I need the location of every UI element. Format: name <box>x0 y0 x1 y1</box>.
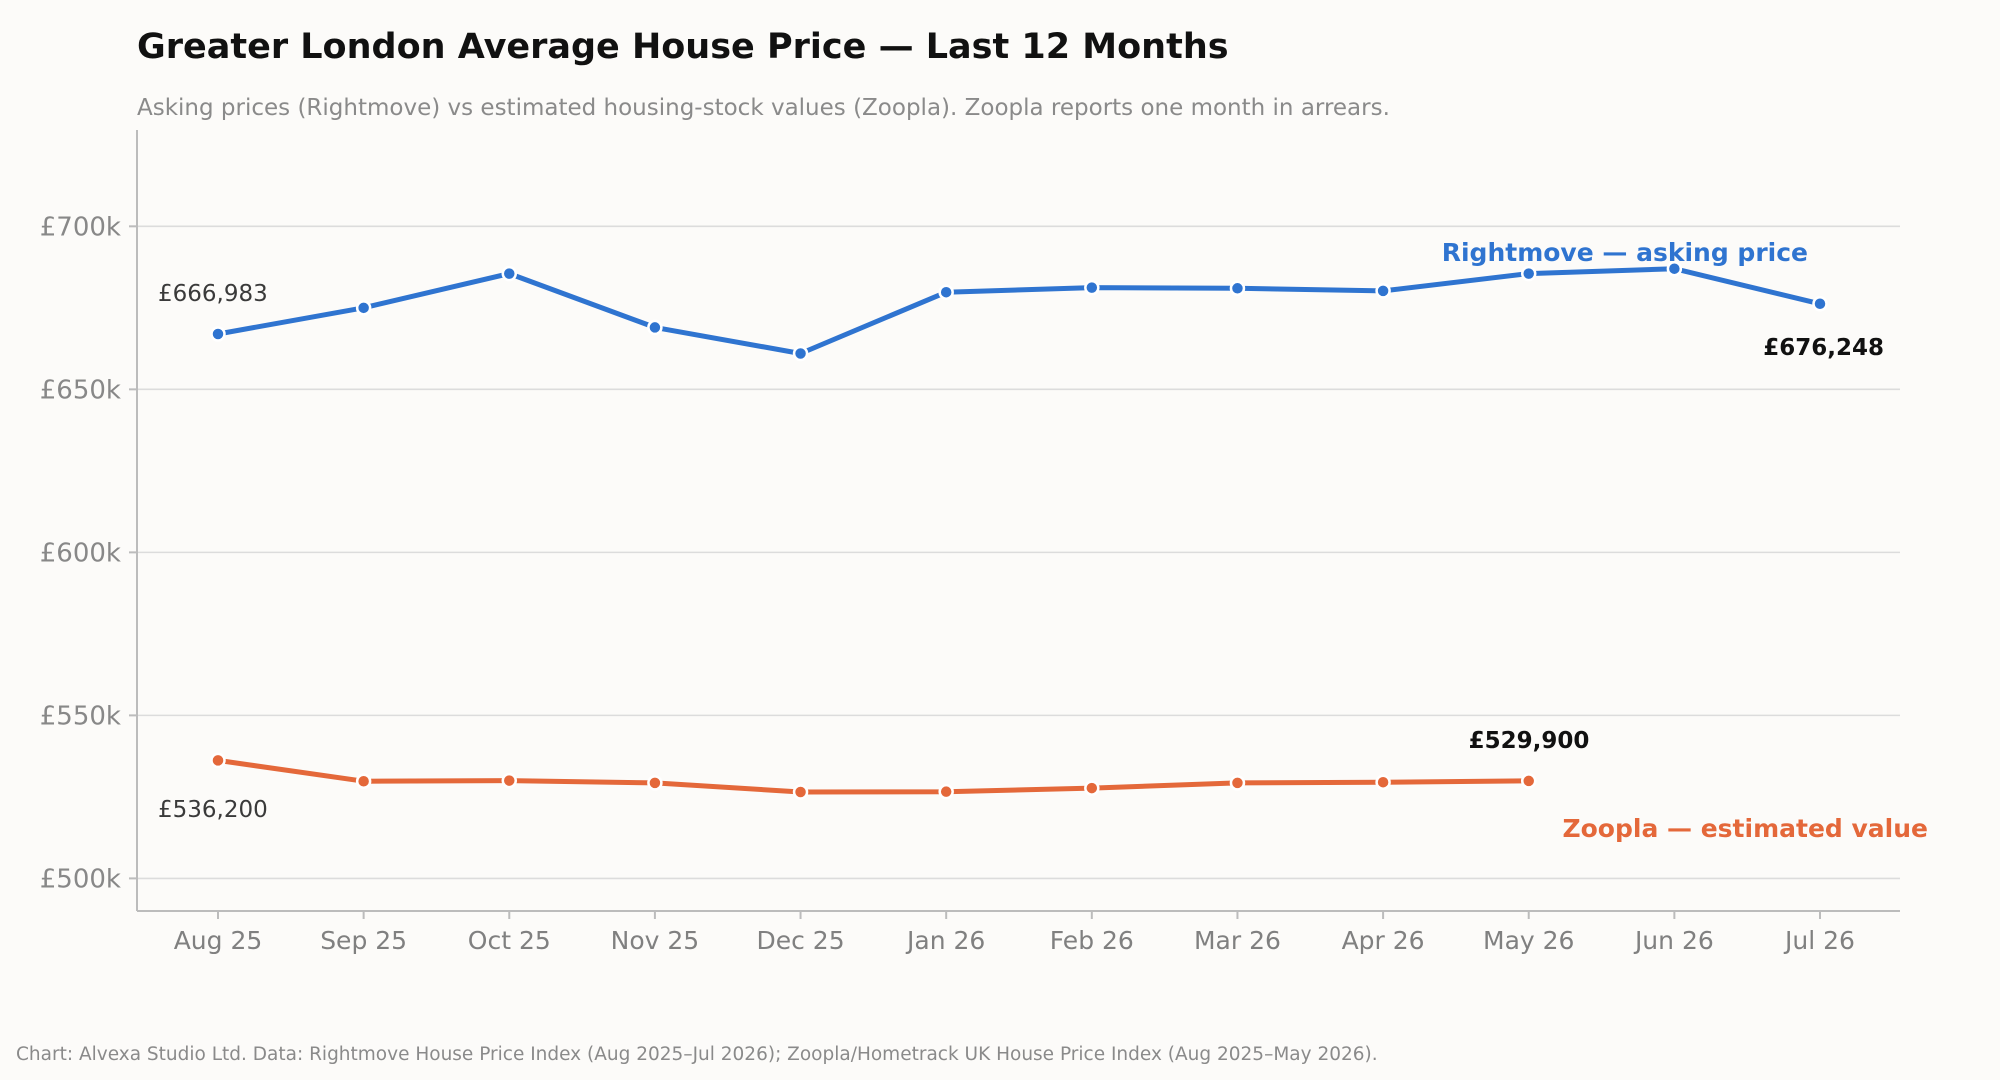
y-tick-label: £500k <box>40 864 121 894</box>
rightmove-series-label: Rightmove — asking price <box>1442 238 1808 267</box>
data-point <box>647 775 663 791</box>
y-tick-label: £550k <box>40 701 121 731</box>
x-tick-label: Dec 25 <box>756 926 844 955</box>
x-tick-label: Jan 26 <box>905 926 985 955</box>
rightmove-end-value-label: £676,248 <box>1763 335 1884 361</box>
data-point <box>501 772 518 789</box>
x-tick-label: Sep 25 <box>320 926 407 955</box>
chart-title: Greater London Average House Price — Las… <box>137 27 1229 67</box>
x-tick-label: Mar 26 <box>1194 926 1281 955</box>
data-point <box>1520 773 1537 789</box>
data-point <box>355 300 372 316</box>
data-labels: £666,983 £676,248 Rightmove — asking price… <box>158 238 1928 843</box>
x-tick-label: Aug 25 <box>174 926 263 955</box>
rightmove-start-value-label: £666,983 <box>158 281 268 307</box>
axes <box>129 130 1900 919</box>
chart-source-note: Chart: Alvexa Studio Ltd. Data: Rightmov… <box>16 1044 1378 1065</box>
x-tick-label: Feb 26 <box>1050 926 1134 955</box>
series-line-zoopla <box>215 757 1532 795</box>
data-point <box>1084 279 1100 296</box>
data-point <box>1229 280 1246 297</box>
y-tick-label: £700k <box>40 212 121 242</box>
data-point <box>792 345 809 362</box>
data-point <box>1666 260 1683 277</box>
data-point <box>647 319 663 336</box>
zoopla-series-label: Zoopla — estimated value <box>1563 814 1929 843</box>
x-tick-label: Nov 25 <box>611 926 700 955</box>
data-point <box>210 752 226 769</box>
x-axis-tick-labels: Aug 25 Sep 25 Oct 25 Nov 25 Dec 25 Jan 26 Feb … <box>174 926 1855 955</box>
data-point <box>1375 283 1391 299</box>
gridlines <box>137 225 1900 880</box>
data-point <box>1229 775 1246 791</box>
data-point <box>1375 774 1391 790</box>
x-tick-label: Jul 26 <box>1783 926 1855 955</box>
data-point <box>1084 780 1100 796</box>
x-tick-label: Apr 26 <box>1342 926 1425 955</box>
data-point <box>210 326 226 342</box>
data-point <box>501 265 518 282</box>
chart-subtitle: Asking prices (Rightmove) vs estimated h… <box>137 95 1390 121</box>
y-axis-tick-labels: £500k £550k £600k £650k £700k <box>40 212 121 894</box>
x-tick-label: Jun 26 <box>1633 926 1714 955</box>
data-point <box>938 284 954 300</box>
x-tick-label: Oct 25 <box>468 926 551 955</box>
series-lines <box>210 260 1828 800</box>
data-point <box>938 783 954 800</box>
zoopla-start-value-label: £536,200 <box>158 797 268 823</box>
y-tick-label: £600k <box>40 538 121 568</box>
data-point <box>355 773 372 789</box>
series-line-rightmove <box>215 266 1823 356</box>
data-point <box>1520 265 1537 282</box>
data-point <box>1812 296 1828 312</box>
y-tick-label: £650k <box>40 375 121 405</box>
x-tick-label: May 26 <box>1483 926 1574 955</box>
zoopla-end-value-label: £529,900 <box>1469 728 1590 754</box>
data-point <box>792 784 809 800</box>
